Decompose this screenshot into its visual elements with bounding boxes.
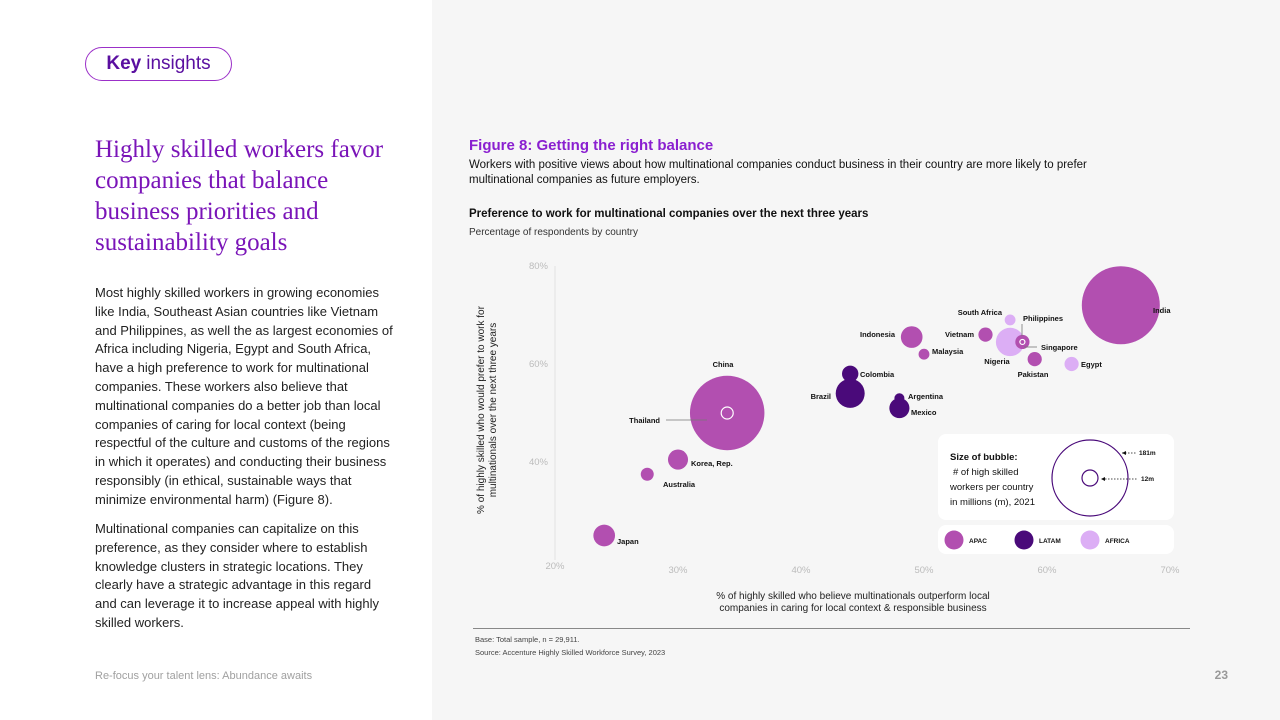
body-paragraph-2: Multinational companies can capitalize o… (95, 521, 380, 630)
y-tick-label: 60% (529, 359, 549, 370)
country-label-korea-rep-: Korea, Rep. (691, 459, 733, 468)
x-tick-label: 70% (1160, 565, 1180, 576)
country-label-japan: Japan (617, 537, 639, 546)
country-label-brazil: Brazil (811, 392, 831, 401)
country-label-thailand: Thailand (629, 416, 660, 425)
country-label-australia: Australia (663, 480, 696, 489)
figure-title: Figure 8: Getting the right balance (469, 137, 714, 154)
legend-swatch-apac (944, 530, 964, 550)
bubble-egypt (1064, 356, 1079, 372)
x-tick-label: 20% (545, 561, 565, 572)
bubble-south-africa (1004, 314, 1016, 326)
bubble-thailand (720, 406, 734, 420)
size-legend-small-label: 12m (1141, 476, 1154, 483)
bubble-india (1081, 266, 1160, 345)
x-tick-label: 30% (668, 565, 688, 576)
size-legend-small-circle (1081, 469, 1099, 487)
body-paragraph-1: Most highly skilled workers in growing e… (95, 285, 393, 507)
country-label-mexico: Mexico (911, 408, 937, 417)
bubble-korea-rep- (667, 449, 689, 470)
bubble-australia (640, 467, 654, 481)
left-panel: Key insights Highly skilled workers favo… (0, 0, 432, 720)
footer-title: Re-focus your talent lens: Abundance awa… (95, 670, 313, 682)
country-label-indonesia: Indonesia (860, 330, 896, 339)
country-label-vietnam: Vietnam (945, 330, 974, 339)
y-tick-label: 40% (529, 457, 549, 468)
legend-label-africa: AFRICA (1105, 538, 1130, 545)
country-label-pakistan: Pakistan (1018, 370, 1049, 379)
figure-subtitle: Workers with positive views about how mu… (469, 159, 1087, 186)
country-label-egypt: Egypt (1081, 360, 1102, 369)
bubble-japan (593, 524, 616, 547)
bubble-singapore (1019, 338, 1026, 346)
country-label-malaysia: Malaysia (932, 347, 964, 356)
bubble-colombia (842, 365, 859, 382)
country-label-colombia: Colombia (860, 370, 895, 379)
size-legend-large-circle (1051, 439, 1129, 517)
country-label-philippines: Philippines (1023, 314, 1063, 323)
country-label-india: India (1153, 306, 1171, 315)
region-legend-card (938, 525, 1174, 554)
chart-subtitle: Percentage of respondents by country (469, 227, 638, 238)
right-panel (432, 0, 1280, 720)
divider (473, 628, 1190, 629)
page-number: 23 (1214, 668, 1228, 682)
base-note: Base: Total sample, n = 29,911. (475, 635, 580, 644)
bubble-indonesia (900, 326, 923, 348)
country-label-china: China (713, 360, 735, 369)
bubble-malaysia (918, 348, 930, 360)
bubble-mexico (889, 398, 910, 419)
source-note: Source: Accenture Highly Skilled Workfor… (475, 648, 666, 657)
bubble-argentina (894, 393, 905, 404)
size-legend-note: Size of bubble: # of high skilled workers … (949, 452, 1035, 508)
x-tick-label: 40% (791, 565, 811, 576)
key-insights-bold: Key (106, 53, 142, 74)
bubble-pakistan (1027, 351, 1042, 367)
y-tick-label: 80% (529, 261, 549, 272)
bubble-china (689, 375, 765, 451)
key-insights-tag: Key insights (85, 47, 232, 81)
legend-label-apac: APAC (969, 538, 987, 545)
size-legend-card (938, 434, 1174, 520)
legend-swatch-africa (1080, 530, 1100, 550)
x-tick-label: 60% (1037, 565, 1057, 576)
page-headline: Highly skilled workers favor companies t… (95, 136, 384, 256)
country-label-singapore: Singapore (1041, 343, 1078, 352)
x-tick-label: 50% (914, 565, 934, 576)
chart-title: Preference to work for multinational com… (469, 208, 869, 220)
key-insights-rest: insights (146, 53, 211, 74)
bubble-philippines (1015, 334, 1030, 350)
legend-label-latam: LATAM (1039, 538, 1061, 545)
size-legend-arrow-large (1122, 451, 1126, 455)
country-label-nigeria: Nigeria (984, 357, 1010, 366)
x-axis-label: % of highly skilled who believe multinat… (716, 591, 990, 614)
bubble-vietnam (978, 327, 993, 342)
bubble-nigeria (995, 327, 1025, 357)
size-legend-arrow-small (1101, 477, 1105, 481)
bubble-brazil (835, 378, 865, 408)
country-label-south-africa: South Africa (958, 308, 1003, 317)
country-label-argentina: Argentina (908, 392, 944, 401)
legend-swatch-latam (1014, 530, 1034, 550)
size-legend-large-label: 181m (1139, 450, 1156, 457)
